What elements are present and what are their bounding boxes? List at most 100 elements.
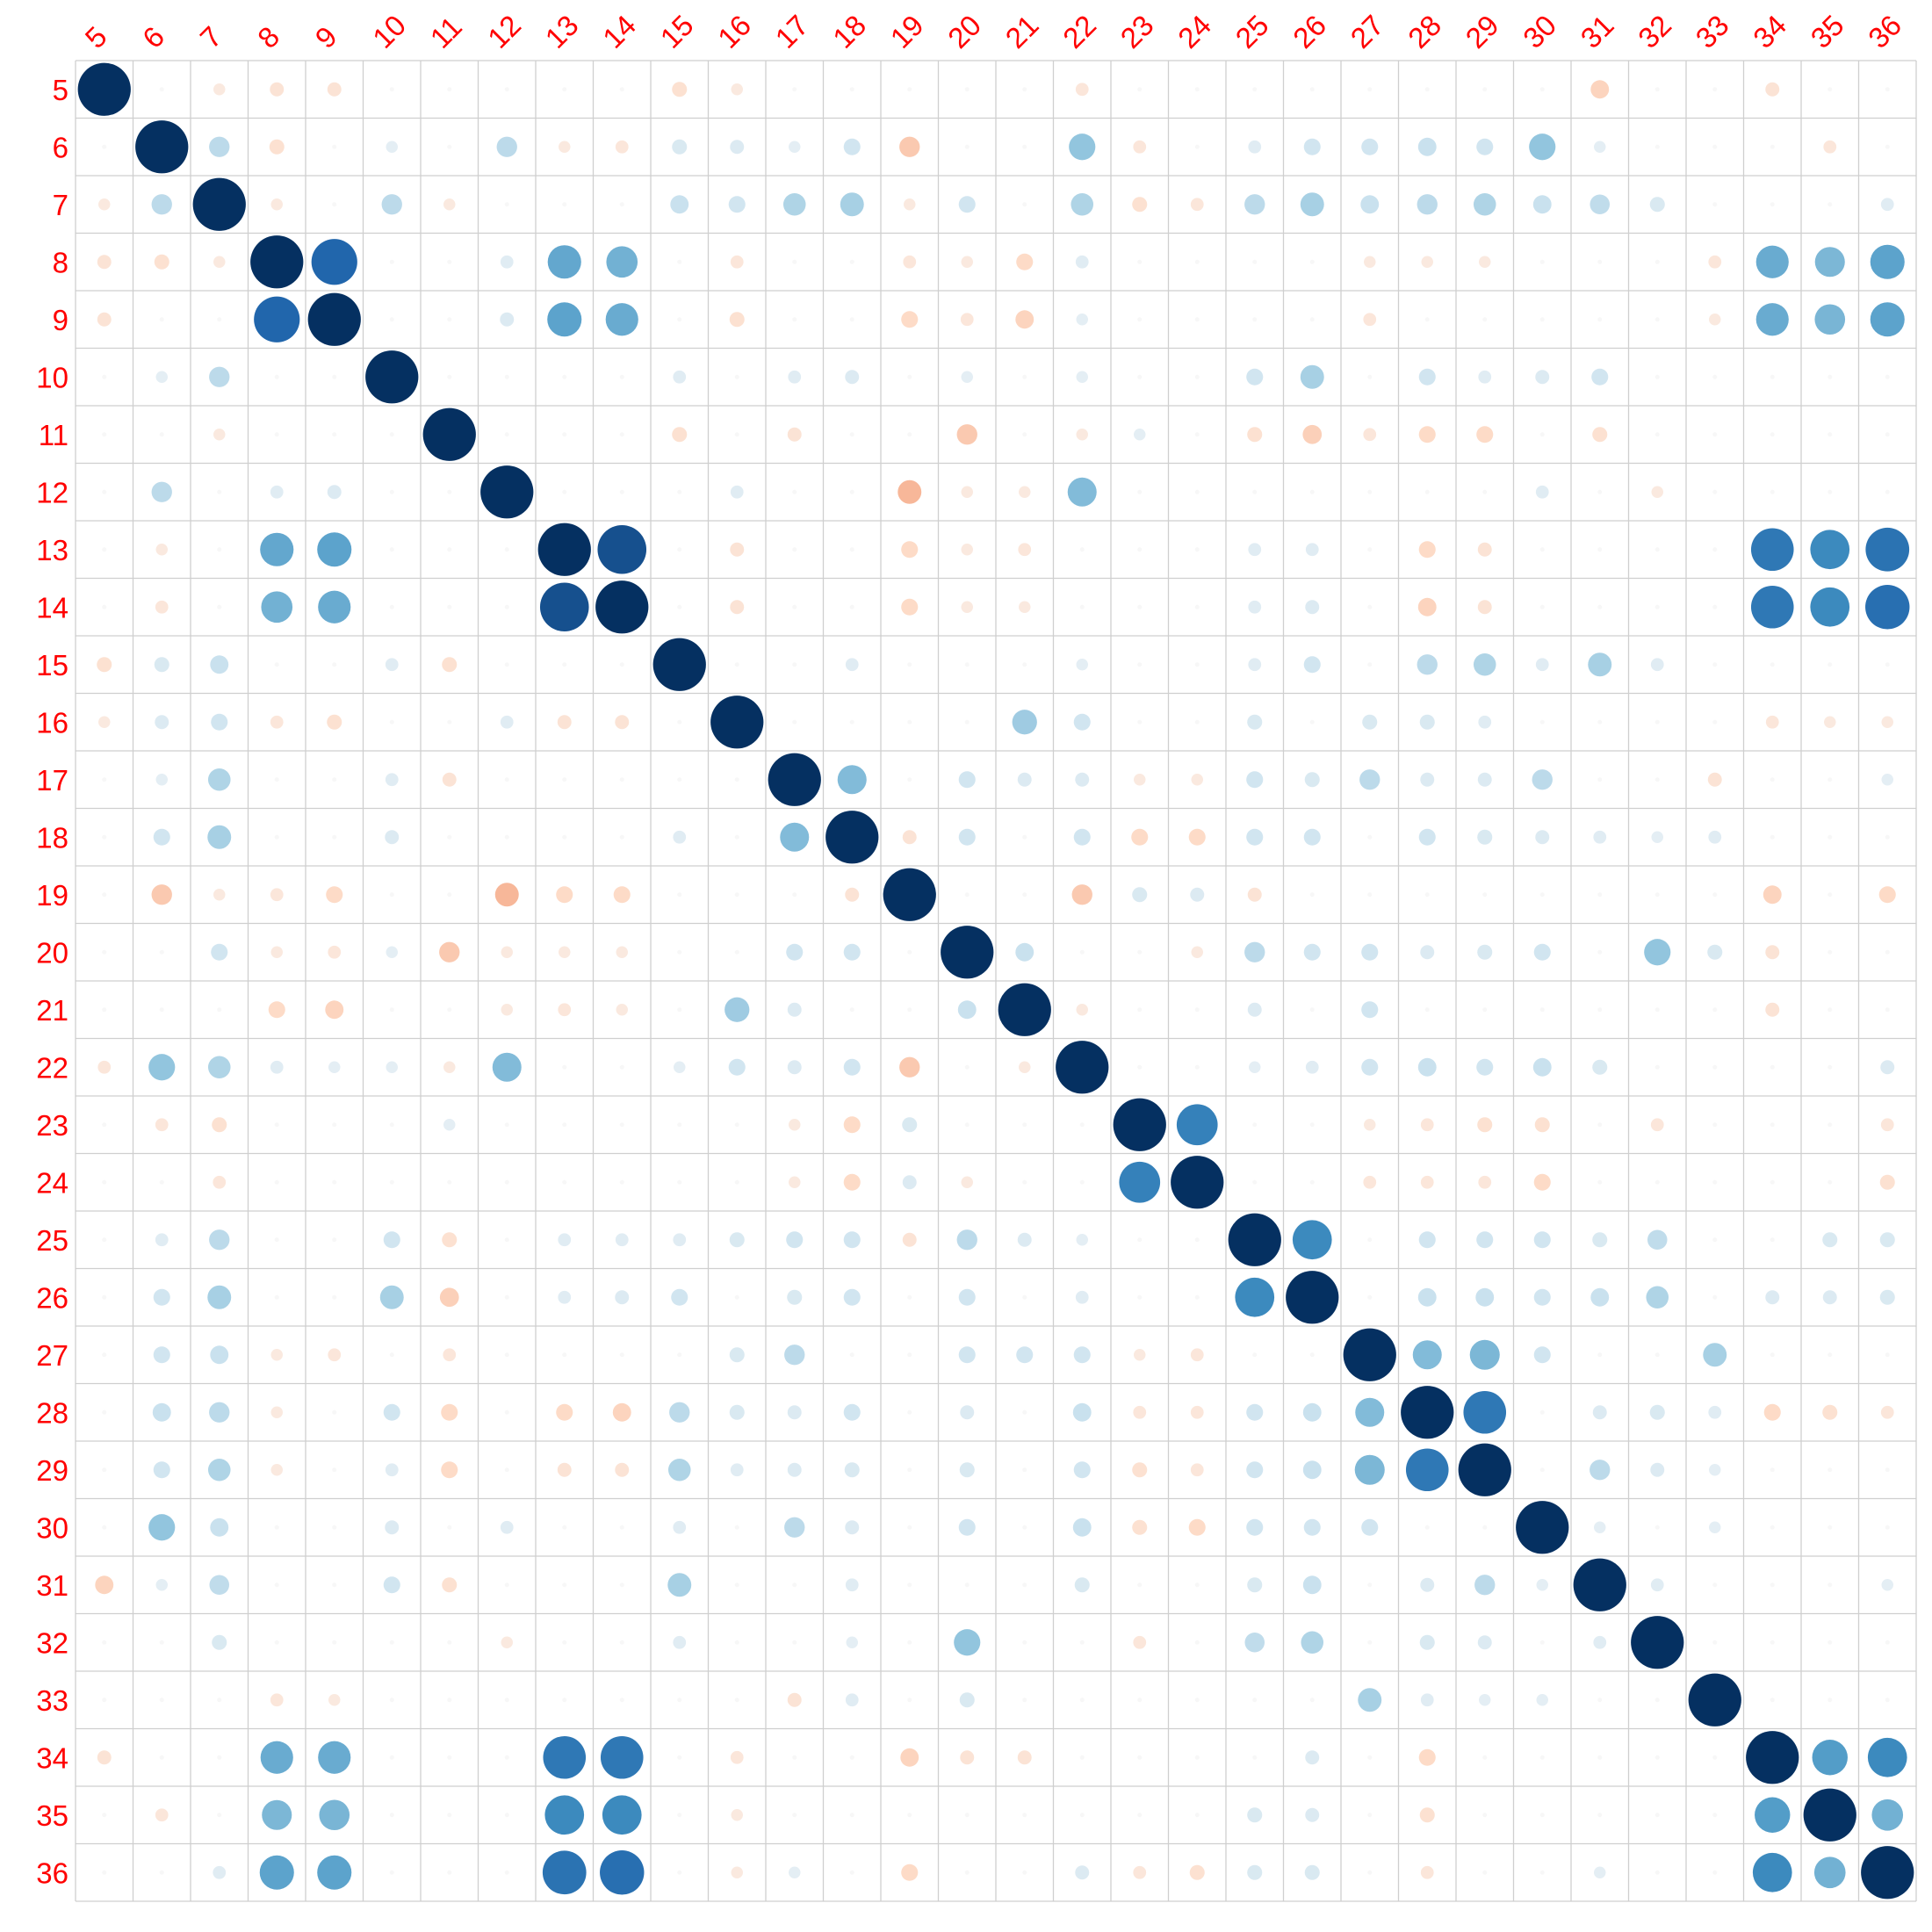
corr-circle-29-12 — [504, 1467, 509, 1473]
corr-circle-34-23 — [1137, 1755, 1143, 1760]
corr-circle-31-8 — [274, 1582, 279, 1588]
corr-circle-10-5 — [102, 374, 107, 379]
corr-circle-29-29 — [1458, 1443, 1511, 1496]
corr-circle-23-5 — [102, 1122, 107, 1128]
corr-circle-20-11 — [439, 941, 460, 962]
corr-circle-7-12 — [504, 202, 509, 207]
y-tick-label: 24 — [36, 1166, 68, 1199]
corr-circle-11-22 — [1076, 429, 1088, 441]
corr-circle-33-10 — [389, 1698, 394, 1703]
corr-circle-12-35 — [1827, 489, 1833, 494]
corr-circle-31-22 — [1074, 1577, 1090, 1593]
corr-circle-7-13 — [562, 202, 567, 207]
corr-circle-16-35 — [1824, 716, 1836, 728]
corr-circle-28-23 — [1133, 1405, 1147, 1419]
corr-circle-11-8 — [274, 432, 279, 437]
corr-circle-13-28 — [1418, 541, 1436, 559]
corr-circle-19-23 — [1132, 887, 1148, 903]
corr-circle-15-23 — [1137, 662, 1143, 667]
corr-circle-16-22 — [1073, 713, 1091, 731]
corr-circle-13-22 — [1079, 547, 1085, 552]
corr-circle-14-5 — [102, 604, 107, 609]
corr-circle-28-8 — [270, 1406, 283, 1418]
corr-circle-15-31 — [1588, 652, 1612, 677]
corr-circle-32-19 — [907, 1640, 912, 1645]
corr-circle-28-25 — [1246, 1403, 1264, 1421]
corr-circle-33-33 — [1688, 1673, 1741, 1727]
corr-circle-34-21 — [1017, 1750, 1032, 1765]
corr-circle-20-24 — [1191, 946, 1203, 958]
corr-circle-33-12 — [504, 1698, 509, 1703]
corr-circle-33-5 — [102, 1698, 107, 1703]
corr-circle-20-23 — [1137, 949, 1143, 955]
corr-circle-30-21 — [1022, 1525, 1027, 1530]
corr-circle-11-9 — [332, 432, 337, 437]
corr-circle-21-11 — [447, 1007, 452, 1013]
corr-circle-5-16 — [731, 83, 743, 96]
corr-circle-13-18 — [849, 547, 854, 552]
x-tick-label: 17 — [769, 9, 815, 54]
corr-circle-9-14 — [605, 303, 638, 336]
corr-circle-33-26 — [1309, 1698, 1315, 1703]
corr-circle-11-13 — [562, 432, 567, 437]
corr-circle-33-23 — [1137, 1698, 1143, 1703]
corr-circle-35-24 — [1194, 1813, 1200, 1818]
corr-circle-23-18 — [843, 1116, 861, 1134]
corr-circle-34-6 — [159, 1755, 164, 1760]
corr-circle-22-5 — [97, 1060, 112, 1074]
corr-circle-25-12 — [504, 1237, 509, 1243]
corr-circle-15-13 — [562, 662, 567, 667]
corr-circle-28-30 — [1539, 1409, 1545, 1415]
corr-circle-36-14 — [600, 1850, 645, 1895]
corr-circle-29-30 — [1539, 1467, 1545, 1473]
corr-circle-13-29 — [1477, 542, 1492, 557]
corr-circle-21-19 — [907, 1007, 912, 1013]
corr-circle-18-31 — [1593, 830, 1607, 844]
corr-circle-36-6 — [159, 1870, 164, 1875]
corr-circle-21-16 — [724, 997, 750, 1022]
corr-circle-30-33 — [1709, 1521, 1721, 1533]
corr-circle-8-22 — [1075, 255, 1089, 269]
corr-circle-33-7 — [217, 1698, 222, 1703]
corr-circle-32-18 — [846, 1636, 858, 1648]
corr-circle-6-16 — [730, 140, 745, 155]
corr-circle-18-6 — [153, 828, 170, 846]
corr-circle-36-34 — [1752, 1852, 1792, 1892]
corr-circle-36-18 — [849, 1870, 854, 1875]
corr-circle-8-29 — [1479, 256, 1491, 268]
y-tick-label: 19 — [36, 879, 68, 912]
corr-circle-25-34 — [1770, 1237, 1775, 1243]
corr-circle-7-22 — [1071, 192, 1094, 216]
corr-circle-17-5 — [102, 777, 107, 782]
corr-circle-24-36 — [1879, 1174, 1895, 1190]
corr-circle-8-31 — [1597, 259, 1603, 264]
corr-circle-27-25 — [1252, 1352, 1258, 1358]
corr-circle-32-7 — [212, 1634, 227, 1650]
corr-circle-22-36 — [1880, 1060, 1895, 1075]
corr-circle-19-5 — [102, 892, 107, 898]
corr-circle-17-9 — [332, 777, 337, 782]
corr-circle-33-29 — [1479, 1694, 1491, 1706]
corr-circle-14-8 — [261, 591, 293, 624]
corr-circle-19-8 — [270, 888, 284, 902]
corr-circle-23-14 — [619, 1122, 624, 1128]
corr-circle-35-32 — [1654, 1813, 1660, 1818]
corr-circle-7-35 — [1827, 202, 1833, 207]
corr-circle-24-19 — [902, 1175, 917, 1190]
corr-circle-15-19 — [907, 662, 912, 667]
corr-circle-5-34 — [1765, 82, 1780, 97]
corr-circle-31-35 — [1827, 1582, 1833, 1588]
corr-circle-22-6 — [148, 1054, 176, 1081]
y-tick-label: 12 — [36, 476, 68, 508]
y-tick-label: 13 — [36, 534, 68, 566]
corr-circle-30-15 — [673, 1520, 687, 1534]
corr-circle-17-32 — [1654, 777, 1660, 782]
corr-circle-5-19 — [907, 87, 912, 92]
corr-circle-9-23 — [1137, 317, 1143, 322]
corr-circle-34-16 — [730, 1750, 744, 1764]
corr-circle-11-21 — [1022, 432, 1027, 437]
corr-circle-32-33 — [1712, 1640, 1718, 1645]
corr-circle-13-27 — [1367, 547, 1373, 552]
x-tick-label: 24 — [1171, 9, 1217, 54]
corr-circle-17-36 — [1881, 774, 1893, 786]
